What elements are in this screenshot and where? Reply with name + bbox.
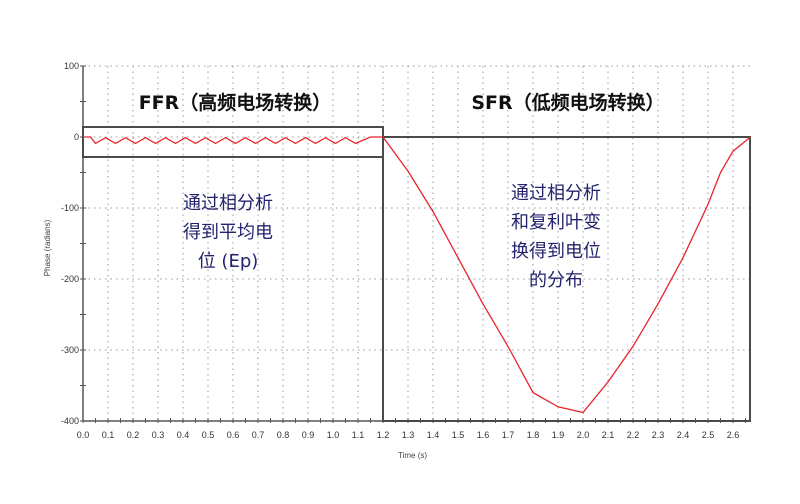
y-axis-title: Phase (radians) <box>43 219 52 276</box>
ffr-annotation: 通过相分析 得到平均电 位 (Ep) <box>183 193 273 272</box>
x-tick-label: 1.0 <box>327 430 340 440</box>
x-tick-label: 0.0 <box>77 430 90 440</box>
y-tick-label: 100 <box>64 61 79 71</box>
y-tick-label: -100 <box>61 203 79 213</box>
ffr-note-line: 通过相分析 <box>183 193 273 214</box>
y-tick-label: -300 <box>61 345 79 355</box>
axes <box>80 65 751 423</box>
sfr-title: SFR（低频电场转换） <box>471 91 664 114</box>
x-axis-title: Time (s) <box>398 451 427 460</box>
x-tick-label: 2.6 <box>727 430 740 440</box>
x-tick-label: 0.1 <box>102 430 115 440</box>
x-tick-label: 2.3 <box>652 430 665 440</box>
sfr-note-line: 的分布 <box>529 270 583 291</box>
phase-curve <box>83 136 751 414</box>
x-tick-labels: 0.0 0.1 0.2 0.3 0.4 0.5 0.6 0.7 0.8 0.9 1.0 1.1 1.2 1… <box>77 430 740 440</box>
x-tick-label: 1.4 <box>427 430 440 440</box>
sfr-annotation: 通过相分析 和复利叶变 换得到电位 的分布 <box>511 183 601 291</box>
x-tick-label: 1.8 <box>527 430 540 440</box>
y-tick-label: 0 <box>74 132 79 142</box>
x-tick-label: 1.1 <box>352 430 365 440</box>
x-tick-label: 0.7 <box>252 430 265 440</box>
y-tick-label: -200 <box>61 274 79 284</box>
x-tick-label: 1.7 <box>502 430 515 440</box>
x-tick-label: 0.6 <box>227 430 240 440</box>
x-tick-label: 0.3 <box>152 430 165 440</box>
x-tick-label: 0.2 <box>127 430 140 440</box>
x-tick-label: 2.2 <box>627 430 640 440</box>
x-tick-label: 0.4 <box>177 430 190 440</box>
sfr-note-line: 换得到电位 <box>511 241 601 262</box>
x-tick-label: 1.2 <box>377 430 390 440</box>
x-tick-label: 0.8 <box>277 430 290 440</box>
x-tick-label: 0.9 <box>302 430 315 440</box>
sfr-note-line: 和复利叶变 <box>511 212 601 233</box>
x-tick-label: 1.5 <box>452 430 465 440</box>
x-tick-label: 2.5 <box>702 430 715 440</box>
y-tick-labels: 100 0 -100 -200 -300 -400 <box>61 61 79 426</box>
x-tick-label: 2.1 <box>602 430 615 440</box>
x-tick-label: 1.6 <box>477 430 490 440</box>
ffr-title: FFR（高频电场转换） <box>139 91 332 114</box>
grid-lines <box>83 65 751 422</box>
x-tick-label: 2.4 <box>677 430 690 440</box>
ffr-note-line: 得到平均电 <box>183 222 273 243</box>
sfr-note-line: 通过相分析 <box>511 183 601 204</box>
x-tick-label: 1.9 <box>552 430 565 440</box>
x-tick-label: 1.3 <box>402 430 415 440</box>
y-tick-label: -400 <box>61 416 79 426</box>
sfr-region-box <box>382 136 751 422</box>
ffr-note-line: 位 (Ep) <box>198 251 259 272</box>
x-tick-label: 0.5 <box>202 430 215 440</box>
x-tick-label: 2.0 <box>577 430 590 440</box>
